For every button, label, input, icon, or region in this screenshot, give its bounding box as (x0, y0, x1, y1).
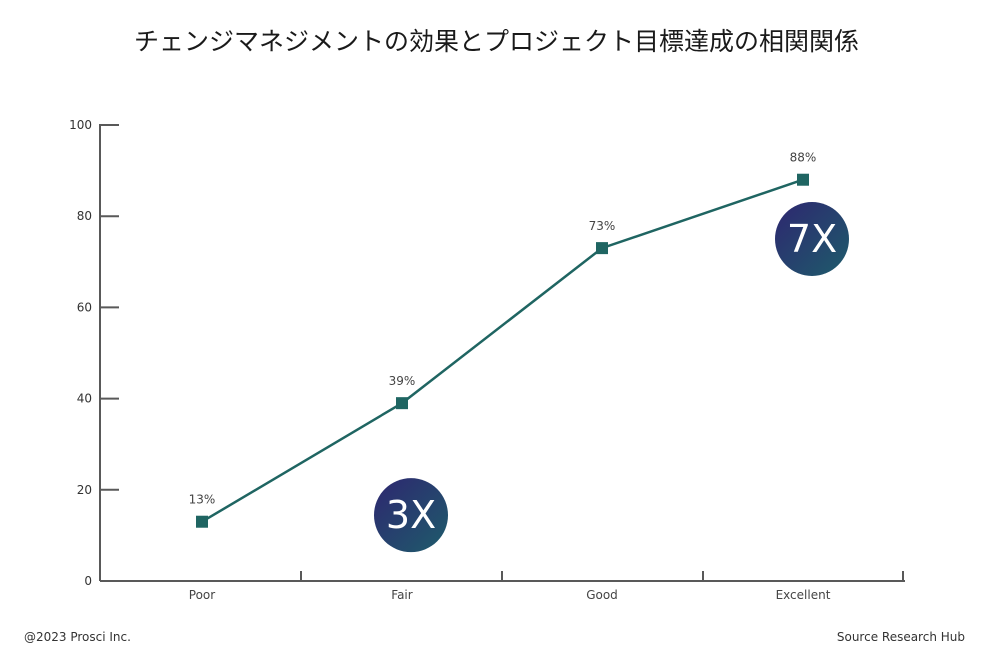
axes: 0 20 40 60 80 100 Poor Fair Good Excellent (69, 118, 905, 602)
y-tick-label: 0 (84, 574, 92, 588)
copyright-text: @2023 Prosci Inc. (24, 630, 131, 644)
series: 13% 39% 73% 88% (189, 151, 817, 528)
annotations: 3X 7X (374, 202, 849, 553)
data-label: 73% (589, 219, 616, 233)
y-tick-label: 40 (77, 392, 92, 406)
multiplier-badge-label: 3X (386, 493, 436, 537)
multiplier-badge-label: 7X (787, 217, 837, 261)
data-point-marker (396, 397, 408, 410)
y-tick-label: 60 (77, 300, 92, 314)
x-tick-label: Fair (391, 588, 412, 602)
multiplier-badge (374, 478, 448, 553)
multiplier-badge (775, 202, 849, 276)
y-tick-label: 20 (77, 483, 92, 497)
data-point-marker (196, 515, 208, 528)
data-label: 39% (389, 374, 416, 388)
x-tick-label: Excellent (776, 588, 831, 602)
chart-title: チェンジマネジメントの効果とプロジェクト目標達成の相関関係 (133, 27, 859, 56)
x-tick-label: Poor (189, 588, 215, 602)
y-tick-label: 80 (77, 209, 92, 223)
y-tick-label: 100 (69, 118, 92, 132)
source-text: Source Research Hub (836, 630, 965, 644)
data-point-marker (596, 242, 608, 255)
data-label: 13% (189, 493, 216, 507)
data-label: 88% (790, 151, 817, 165)
series-line (201, 178, 804, 523)
x-tick-label: Good (586, 588, 618, 602)
data-point-marker (797, 173, 809, 186)
